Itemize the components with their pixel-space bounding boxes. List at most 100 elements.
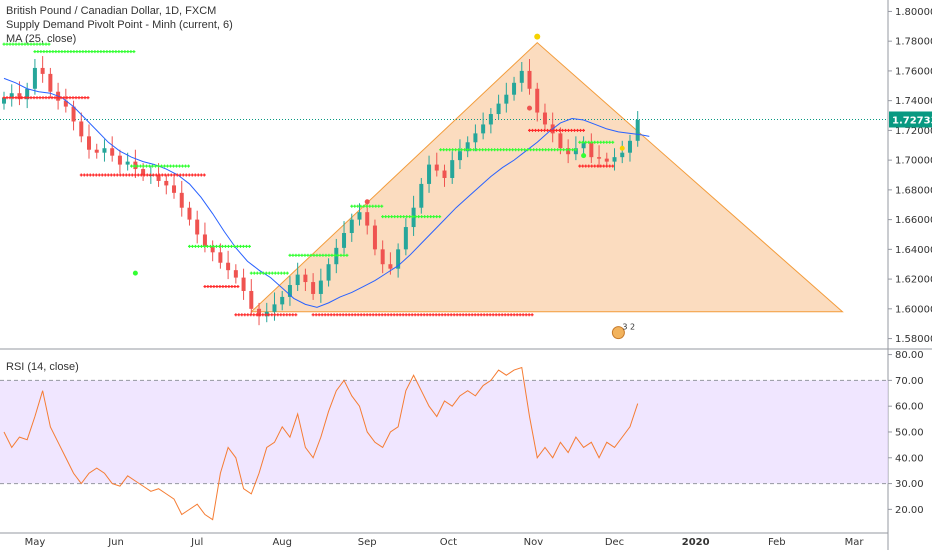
candle-body bbox=[295, 274, 300, 286]
time-tick-label: 2020 bbox=[682, 537, 710, 548]
rsi-tick-label: 40.00 bbox=[895, 453, 924, 464]
candle-body bbox=[388, 264, 393, 269]
candle-body bbox=[25, 88, 30, 100]
candle-body bbox=[210, 246, 215, 253]
ma-line bbox=[3, 77, 650, 308]
candle-body bbox=[241, 277, 246, 291]
candle-body bbox=[342, 232, 347, 248]
rsi-tick-label: 80.00 bbox=[895, 350, 924, 361]
demand-zone bbox=[381, 215, 442, 219]
candle-body bbox=[365, 212, 370, 226]
candle-body bbox=[558, 133, 563, 149]
candle-body bbox=[589, 142, 594, 158]
demand-zone bbox=[439, 148, 578, 152]
candle-body bbox=[226, 262, 231, 271]
rsi-tick-label: 20.00 bbox=[895, 505, 924, 516]
indicator-supply-demand[interactable]: Supply Demand Pivolt Point - Minh (curre… bbox=[6, 19, 233, 31]
price-tick-label: 1.70000 bbox=[895, 156, 932, 167]
supply-zone bbox=[2, 96, 90, 100]
demand-zone bbox=[33, 50, 136, 54]
candle-body bbox=[457, 151, 462, 161]
time-tick-label: May bbox=[25, 537, 46, 548]
candle-body bbox=[257, 308, 262, 317]
candle-body bbox=[9, 93, 14, 98]
pattern-badge-label: 3 2 bbox=[622, 323, 635, 332]
price-tick-label: 1.74000 bbox=[895, 96, 932, 107]
demand-zone bbox=[350, 204, 384, 208]
candle-body bbox=[318, 280, 323, 294]
axes: 1.80000 1.78000 1.76000 1.74000 1.72000 1.700… bbox=[25, 7, 932, 548]
price-tick-label: 1.78000 bbox=[895, 37, 932, 48]
candle-body bbox=[620, 152, 625, 158]
candle-body bbox=[141, 169, 146, 175]
chart-legend: British Pound / Canadian Dollar, 1D, FXC… bbox=[6, 4, 233, 46]
candle-body bbox=[635, 119, 640, 141]
candle-body bbox=[326, 264, 331, 281]
signal-dot bbox=[619, 145, 625, 151]
price-tick-label: 1.62000 bbox=[895, 275, 932, 286]
signal-dot bbox=[581, 153, 587, 159]
pattern-peak-marker bbox=[534, 33, 541, 40]
candle-body bbox=[233, 270, 238, 278]
candle-body bbox=[133, 161, 138, 170]
time-tick-label: Dec bbox=[605, 537, 624, 548]
candle-body bbox=[110, 148, 115, 156]
rsi-pane bbox=[0, 366, 888, 521]
candle-body bbox=[604, 158, 609, 162]
symbol-title[interactable]: British Pound / Canadian Dollar, 1D, FXC… bbox=[6, 5, 217, 17]
candle-body bbox=[40, 67, 45, 74]
candle-body bbox=[187, 207, 192, 220]
time-tick-label: Mar bbox=[845, 537, 865, 548]
candle-body bbox=[542, 112, 547, 125]
candle-body bbox=[419, 183, 424, 208]
demand-zone bbox=[130, 164, 191, 168]
price-tick-label: 1.80000 bbox=[895, 7, 932, 18]
candle-body bbox=[264, 311, 269, 317]
time-tick-label: Sep bbox=[358, 537, 377, 548]
candle-body bbox=[32, 67, 37, 89]
candle-body bbox=[357, 212, 362, 220]
candle-body bbox=[427, 164, 432, 184]
candle-body bbox=[195, 219, 200, 235]
price-tick-label: 1.76000 bbox=[895, 66, 932, 77]
candle-body bbox=[411, 207, 416, 228]
price-tick-label: 1.68000 bbox=[895, 185, 932, 196]
price-tick-label: 1.64000 bbox=[895, 245, 932, 256]
candle-body bbox=[280, 296, 285, 305]
candle-body bbox=[627, 140, 632, 153]
candle-body bbox=[527, 70, 532, 89]
supply-zone bbox=[578, 164, 615, 168]
candle-body bbox=[94, 149, 99, 153]
supply-zone bbox=[311, 313, 534, 317]
rsi-legend: RSI (14, close) bbox=[6, 360, 79, 374]
indicator-ma[interactable]: MA (25, close) bbox=[6, 33, 77, 45]
candle-body bbox=[218, 252, 223, 263]
harmonic-triangle bbox=[250, 41, 844, 313]
candle-body bbox=[504, 94, 509, 104]
candle-body bbox=[2, 97, 6, 104]
time-tick-label: Jul bbox=[190, 537, 203, 548]
candle-body bbox=[179, 192, 184, 208]
rsi-line bbox=[3, 366, 639, 521]
candle-body bbox=[512, 82, 517, 95]
rsi-tick-label: 30.00 bbox=[895, 479, 924, 490]
indicator-rsi[interactable]: RSI (14, close) bbox=[6, 361, 79, 373]
demand-zone bbox=[249, 271, 289, 275]
candle-body bbox=[380, 249, 385, 265]
candle-body bbox=[172, 185, 177, 193]
candle-body bbox=[519, 70, 524, 83]
supply-zone bbox=[203, 285, 240, 289]
candle-body bbox=[581, 142, 586, 149]
rsi-tick-label: 60.00 bbox=[895, 402, 924, 413]
candle-body bbox=[597, 157, 602, 159]
pattern-badge-icon bbox=[611, 326, 625, 340]
signal-dot bbox=[364, 199, 370, 205]
candle-body bbox=[303, 274, 308, 283]
signal-dot bbox=[527, 105, 533, 111]
candle-body bbox=[164, 180, 169, 186]
candle-body bbox=[612, 157, 617, 162]
time-tick-label: Oct bbox=[440, 537, 457, 548]
candle-body bbox=[473, 133, 478, 143]
candle-body bbox=[496, 103, 501, 115]
